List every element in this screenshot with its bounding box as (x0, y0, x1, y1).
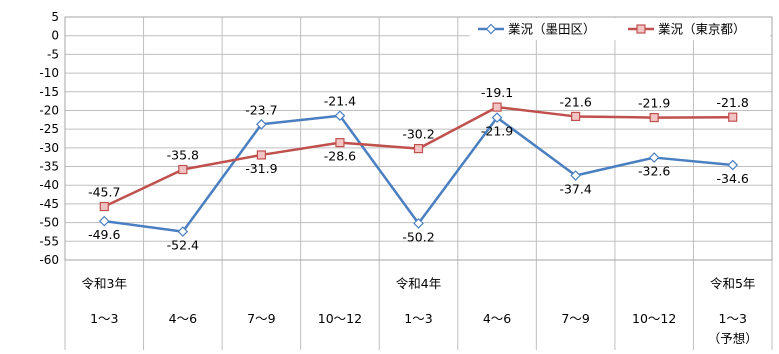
data-point (728, 112, 738, 122)
data-point (648, 152, 660, 163)
y-tick-label: -50 (39, 216, 59, 230)
y-tick-label: -10 (39, 66, 59, 80)
data-point (413, 218, 424, 229)
data-label: -34.6 (717, 171, 749, 186)
data-label: -28.6 (324, 149, 356, 164)
data-label: -52.4 (167, 238, 199, 253)
data-point (99, 201, 109, 212)
data-point (491, 112, 503, 123)
data-point (334, 110, 346, 122)
legend-marker-0 (485, 23, 497, 35)
y-tick-label: -20 (39, 103, 59, 117)
series-markers (98, 102, 739, 237)
data-label: -35.8 (167, 148, 199, 163)
data-label: -30.2 (402, 127, 434, 142)
data-point (413, 143, 424, 154)
data-label: -50.2 (402, 229, 434, 244)
data-point (571, 111, 581, 122)
y-tick-label: -45 (39, 197, 59, 211)
category-quarter-label: 10～12 (318, 311, 362, 326)
plot-border (64, 16, 773, 261)
category-quarter-label: 1～3 (404, 311, 432, 326)
category-year-label: 令和3年 (82, 276, 127, 291)
data-point (492, 102, 502, 112)
category-year-label: 令和5年 (710, 276, 755, 291)
data-point (727, 159, 739, 171)
data-label: -21.4 (324, 94, 356, 109)
y-tick-label: -55 (39, 234, 59, 248)
data-point (178, 164, 188, 175)
y-tick-label: -60 (39, 253, 59, 267)
data-label: -19.1 (481, 85, 513, 100)
y-tick-label: -15 (39, 85, 59, 99)
y-tick-label: -40 (39, 178, 59, 192)
data-labels: -49.6 -45.7 -52.4 -35.8 -23.7 -31.9 -21.4 -28.6… (88, 85, 749, 252)
data-label: -21.9 (481, 124, 513, 139)
category-quarter-label: 7～9 (247, 311, 275, 326)
data-point (649, 112, 659, 123)
data-point (570, 170, 581, 181)
data-point (98, 215, 110, 227)
data-point (256, 150, 266, 160)
y-tick-label: 5 (51, 10, 59, 24)
y-axis-ticks: 5 0 -5 -10 -15 -20 -25 -30 -35 -40 -45 -50 -55 -60 (39, 10, 59, 267)
data-label: -23.7 (245, 102, 277, 117)
y-tick-label: -35 (39, 160, 59, 174)
category-year-label: 令和4年 (396, 276, 441, 291)
legend-entry-1: 業況（東京都） (658, 22, 746, 37)
data-label: -31.9 (245, 161, 277, 176)
y-tick-label: -30 (39, 141, 59, 155)
y-tick-label: -25 (39, 122, 59, 136)
category-axis: 令和3年 1～3 4～6 7～9 10～12 令和4年 1～3 4～6 7～9 10～12 令和5年… (82, 276, 758, 346)
data-point (335, 138, 345, 148)
category-quarter-label: 4～6 (169, 311, 197, 326)
category-quarter-label: 1～3 (90, 311, 118, 326)
data-label: -32.6 (638, 164, 670, 179)
data-label: -21.8 (717, 95, 749, 110)
data-label: -49.6 (88, 227, 120, 242)
y-tick-label: -5 (47, 47, 59, 61)
category-quarter-label: 4～6 (483, 311, 511, 326)
legend-entry-0: 業況（墨田区） (508, 22, 596, 37)
category-quarter-label: 1～3 (719, 311, 747, 326)
data-label: -37.4 (559, 182, 591, 197)
legend-marker-1 (636, 24, 646, 34)
data-point (256, 118, 267, 130)
category-note-label: （予想） (708, 331, 758, 346)
legend-background (470, 18, 770, 40)
category-quarter-label: 7～9 (561, 311, 589, 326)
data-label: -21.6 (559, 94, 591, 109)
y-tick-label: 0 (51, 29, 59, 43)
data-label: -45.7 (88, 185, 120, 200)
legend: 業況（墨田区） 業況（東京都） (470, 18, 770, 40)
category-quarter-label: 10～12 (632, 311, 676, 326)
data-label: -21.9 (638, 96, 670, 111)
data-point (177, 226, 189, 237)
